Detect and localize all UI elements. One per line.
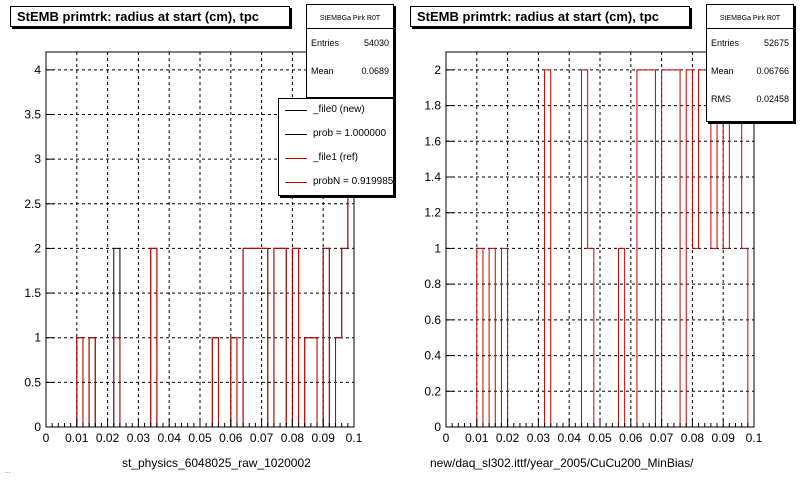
legend-swatch-prob — [285, 134, 307, 135]
left-stats-entries: Entries 54030 — [311, 38, 389, 48]
right-y-tick-label: 0 — [434, 420, 441, 434]
left-y-tick-label: 2.5 — [24, 197, 41, 211]
right-y-tick-label: 1.8 — [424, 99, 441, 113]
left-x-tick-label: 0.08 — [281, 431, 305, 445]
left-title-text: StEMB primtrk: radius at start (cm), tpc — [17, 9, 259, 24]
right-y-tick-label: 0.8 — [424, 277, 441, 291]
right-x-tick-label: 0.05 — [588, 431, 612, 445]
left-title: StEMB primtrk: radius at start (cm), tpc — [10, 6, 290, 27]
left-y-tick-label: 0 — [34, 420, 41, 434]
right-y-tick-label: 2 — [434, 63, 441, 77]
right-x-tick-label: 0 — [443, 431, 450, 445]
left-legend: _file0 (new) prob = 1.000000 _file1 (ref… — [278, 98, 394, 196]
left-chart: 0 0.01 0.02 0.03 0.04 0.05 0.06 0.07 0.08 0.09 0.1… — [24, 51, 363, 445]
left-y-tick-label: 3.5 — [24, 108, 41, 122]
right-x-tick-label: 0.08 — [681, 431, 705, 445]
right-stats-rms: RMS 0.02458 — [711, 94, 789, 104]
legend-item-prob: prob = 1.000000 — [279, 123, 393, 147]
left-y-tick-label: 1.5 — [24, 286, 41, 300]
left-x-axis-title: st_physics_6048025_raw_1020002 — [122, 456, 311, 470]
right-chart: 0 0.01 0.02 0.03 0.04 0.05 0.06 0.07 0.08 0.09 0.1… — [424, 51, 763, 445]
left-x-tick-label: 0 — [43, 431, 50, 445]
legend-item-file1: _file1 (ref) — [279, 147, 393, 171]
left-x-tick-label: 0.06 — [219, 431, 243, 445]
left-stats-title: StEMBGa Pirk R0T — [307, 5, 393, 29]
left-x-tick-label: 0.07 — [250, 431, 274, 445]
right-y-tick-label: 0.6 — [424, 313, 441, 327]
right-y-tick-label: 1.6 — [424, 134, 441, 148]
right-stats-box: StEMBGa Pirk R0T Entries 52675 Mean 0.06… — [706, 4, 794, 122]
right-stats-mean: Mean 0.06766 — [711, 66, 789, 76]
footer-text: ... — [4, 466, 11, 475]
right-x-tick-label: 0.01 — [465, 431, 489, 445]
legend-swatch-probn — [285, 182, 307, 183]
right-title: StEMB primtrk: radius at start (cm), tpc — [410, 6, 690, 27]
right-stats-entries: Entries 52675 — [711, 38, 789, 48]
left-x-tick-label: 0.1 — [346, 431, 363, 445]
legend-swatch-file1 — [285, 158, 307, 159]
right-x-tick-label: 0.1 — [746, 431, 763, 445]
left-y-tick-label: 0.5 — [24, 375, 41, 389]
left-x-tick-label: 0.03 — [127, 431, 151, 445]
right-y-tick-label: 1.4 — [424, 170, 441, 184]
left-x-tick-label: 0.04 — [158, 431, 182, 445]
left-x-tick-label: 0.02 — [96, 431, 120, 445]
legend-item-probn: probN = 0.919985 — [279, 171, 393, 195]
right-x-tick-label: 0.06 — [619, 431, 643, 445]
left-x-tick-label: 0.01 — [65, 431, 89, 445]
left-x-tick-label: 0.09 — [312, 431, 336, 445]
legend-item-file0: _file0 (new) — [279, 99, 393, 123]
left-y-tick-label: 1 — [34, 331, 41, 345]
right-x-axis-title: new/daq_sl302.ittf/year_2005/CuCu200_Min… — [430, 456, 694, 470]
right-series-0 — [446, 69, 754, 428]
right-title-text: StEMB primtrk: radius at start (cm), tpc — [417, 9, 659, 24]
left-stats-box: StEMBGa Pirk R0T Entries 54030 Mean 0.06… — [306, 4, 394, 98]
left-x-tick-label: 0.05 — [188, 431, 212, 445]
left-stats-mean: Mean 0.0689 — [311, 66, 389, 76]
right-x-tick-label: 0.02 — [496, 431, 520, 445]
right-x-tick-label: 0.04 — [558, 431, 582, 445]
right-x-tick-label: 0.07 — [650, 431, 674, 445]
left-y-tick-label: 2 — [34, 241, 41, 255]
left-y-tick-label: 4 — [34, 63, 41, 77]
right-stats-title: StEMBGa Pirk R0T — [707, 5, 793, 29]
right-y-tick-label: 0.2 — [424, 384, 441, 398]
right-y-tick-label: 0.4 — [424, 349, 441, 363]
left-y-tick-label: 3 — [34, 152, 41, 166]
legend-swatch-file0 — [285, 110, 307, 111]
right-x-tick-label: 0.03 — [527, 431, 551, 445]
right-x-tick-label: 0.09 — [712, 431, 736, 445]
right-y-tick-label: 1.2 — [424, 206, 441, 220]
right-y-tick-label: 1 — [434, 241, 441, 255]
